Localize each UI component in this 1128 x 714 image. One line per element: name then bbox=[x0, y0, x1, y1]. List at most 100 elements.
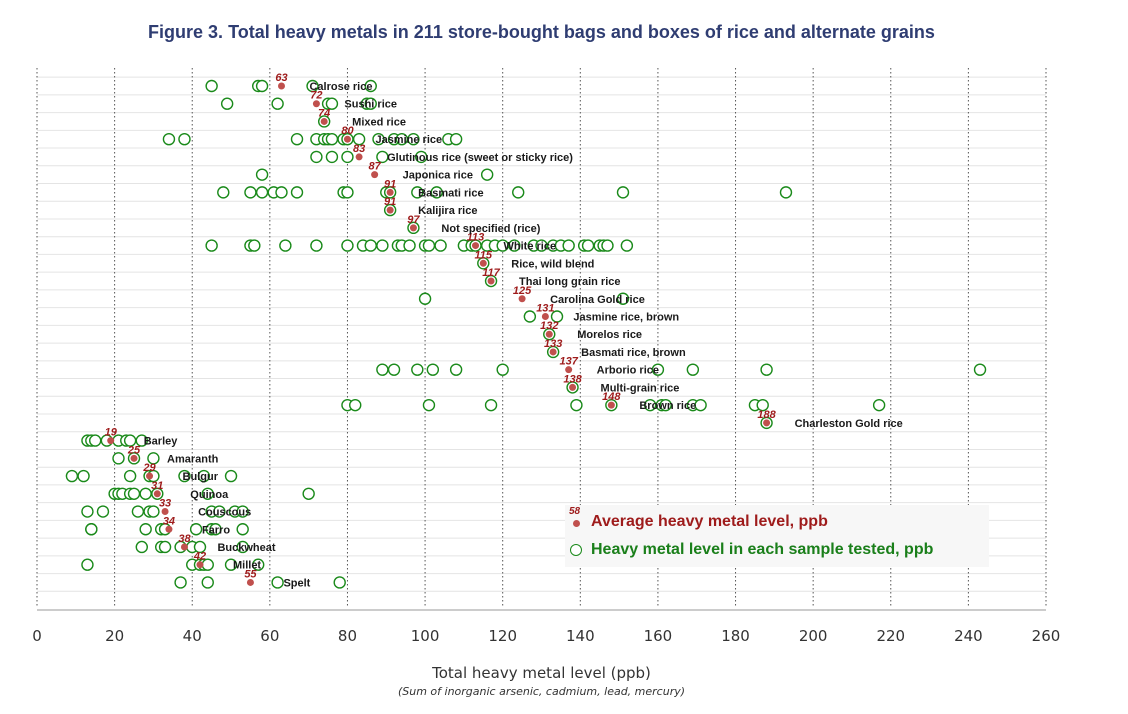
legend-sample: Heavy metal level in each sample tested,… bbox=[565, 537, 933, 563]
x-tick-label: 220 bbox=[876, 627, 905, 645]
sample-point bbox=[779, 186, 793, 199]
average-point bbox=[343, 135, 351, 143]
row-label: Kalijira rice bbox=[418, 205, 477, 217]
sample-point bbox=[601, 239, 614, 252]
sample-point bbox=[255, 79, 269, 93]
sample-point bbox=[224, 558, 238, 571]
sample-point bbox=[139, 523, 152, 536]
sample-point bbox=[872, 398, 886, 412]
sample-point bbox=[422, 398, 436, 412]
sample-point bbox=[81, 558, 94, 571]
sample-point bbox=[65, 469, 79, 483]
x-tick-label: 40 bbox=[183, 627, 202, 645]
row-label: Jasmine rice bbox=[375, 134, 442, 146]
chart-title: Figure 3. Total heavy metals in 211 stor… bbox=[148, 22, 935, 42]
sample-point bbox=[147, 505, 160, 518]
average-point bbox=[277, 82, 285, 90]
sample-point bbox=[411, 363, 424, 376]
average-value-label: 132 bbox=[540, 320, 558, 332]
legend: 58 Average heavy metal level, ppb Heavy … bbox=[565, 505, 989, 567]
legend-sample-label: Heavy metal level in each sample tested,… bbox=[591, 541, 934, 558]
sample-point bbox=[651, 363, 665, 376]
average-value-label: 125 bbox=[513, 285, 532, 297]
x-tick-label: 140 bbox=[566, 627, 595, 645]
average-point bbox=[545, 330, 553, 338]
average-value-label: 72 bbox=[310, 90, 322, 102]
x-tick-label: 100 bbox=[411, 627, 440, 645]
average-layer: 6372748083879191971131151171251311321331… bbox=[105, 72, 777, 586]
sample-point bbox=[255, 168, 269, 181]
average-point bbox=[153, 490, 161, 498]
row-label-layer: Calrose rice Sushi rice Mixed rice Jasmine … bbox=[144, 81, 903, 589]
average-value-label: 188 bbox=[757, 409, 776, 421]
sample-point bbox=[135, 540, 148, 554]
sample-point bbox=[96, 505, 110, 518]
sample-point bbox=[255, 186, 269, 199]
sample-point bbox=[349, 398, 362, 412]
sample-point bbox=[279, 239, 292, 252]
average-point bbox=[130, 454, 138, 462]
average-point bbox=[487, 277, 495, 285]
average-point bbox=[371, 171, 379, 179]
sample-point bbox=[496, 363, 509, 376]
average-point bbox=[479, 259, 487, 267]
sample-point bbox=[85, 523, 98, 536]
sample-point bbox=[81, 505, 94, 518]
average-point bbox=[355, 153, 363, 161]
average-value-label: 31 bbox=[151, 480, 163, 492]
row-label: Amaranth bbox=[167, 453, 219, 465]
sample-point bbox=[158, 540, 172, 554]
sample-point bbox=[562, 239, 575, 252]
sample-point bbox=[449, 363, 463, 376]
sample-point bbox=[341, 186, 354, 199]
average-value-label: 38 bbox=[178, 533, 191, 545]
row-label: Japonica rice bbox=[403, 170, 473, 182]
average-value-label: 42 bbox=[193, 551, 206, 563]
sample-point bbox=[352, 132, 366, 146]
sample-point bbox=[434, 239, 447, 252]
sample-point bbox=[372, 132, 385, 146]
sample-point bbox=[387, 363, 401, 376]
average-value-label: 80 bbox=[341, 125, 354, 137]
legend-average: 58 Average heavy metal level, ppb bbox=[565, 506, 828, 535]
x-tick-label: 60 bbox=[260, 627, 279, 645]
legend-average-dot bbox=[573, 520, 580, 527]
sample-point bbox=[193, 540, 207, 554]
row-label: Basmati rice, brown bbox=[581, 347, 686, 359]
sample-point bbox=[480, 168, 494, 181]
x-axis-sublabel: (Sum of inorganic arsenic, cadmium, lead… bbox=[397, 685, 686, 698]
average-point bbox=[549, 348, 557, 356]
row-label: Carolina Gold rice bbox=[550, 294, 645, 306]
sample-point bbox=[162, 132, 176, 146]
x-tick-label: 0 bbox=[32, 627, 42, 645]
sample-point bbox=[77, 469, 90, 483]
grid-layer bbox=[36, 68, 1047, 608]
sample-point bbox=[570, 398, 583, 412]
sample-point bbox=[147, 452, 160, 465]
row-label: Basmati rice bbox=[418, 187, 483, 199]
average-point bbox=[763, 419, 771, 427]
sample-point bbox=[89, 434, 102, 447]
sample-point bbox=[174, 576, 187, 589]
average-value-label: 138 bbox=[563, 373, 582, 385]
row-label: Barley bbox=[144, 436, 179, 448]
row-label: Bulgur bbox=[183, 471, 219, 483]
sample-point bbox=[973, 363, 987, 376]
sample-point bbox=[364, 79, 377, 93]
x-axis-label: Total heavy metal level (ppb) bbox=[432, 664, 651, 682]
sample-point bbox=[376, 363, 389, 376]
sample-point bbox=[217, 186, 230, 199]
row-label: Calrose rice bbox=[309, 81, 372, 93]
sample-point bbox=[411, 186, 424, 199]
x-tick-label: 240 bbox=[954, 627, 983, 645]
sample-point bbox=[376, 150, 389, 164]
sample-point bbox=[325, 132, 339, 146]
sample-point bbox=[523, 310, 537, 323]
average-value-label: 148 bbox=[602, 391, 621, 403]
sample-point bbox=[201, 487, 214, 500]
average-value-label: 29 bbox=[142, 462, 156, 474]
legend-average-marker: 58 bbox=[565, 506, 591, 535]
x-tick-label: 260 bbox=[1032, 627, 1061, 645]
average-value-label: 33 bbox=[159, 498, 171, 510]
sample-point bbox=[686, 363, 700, 376]
